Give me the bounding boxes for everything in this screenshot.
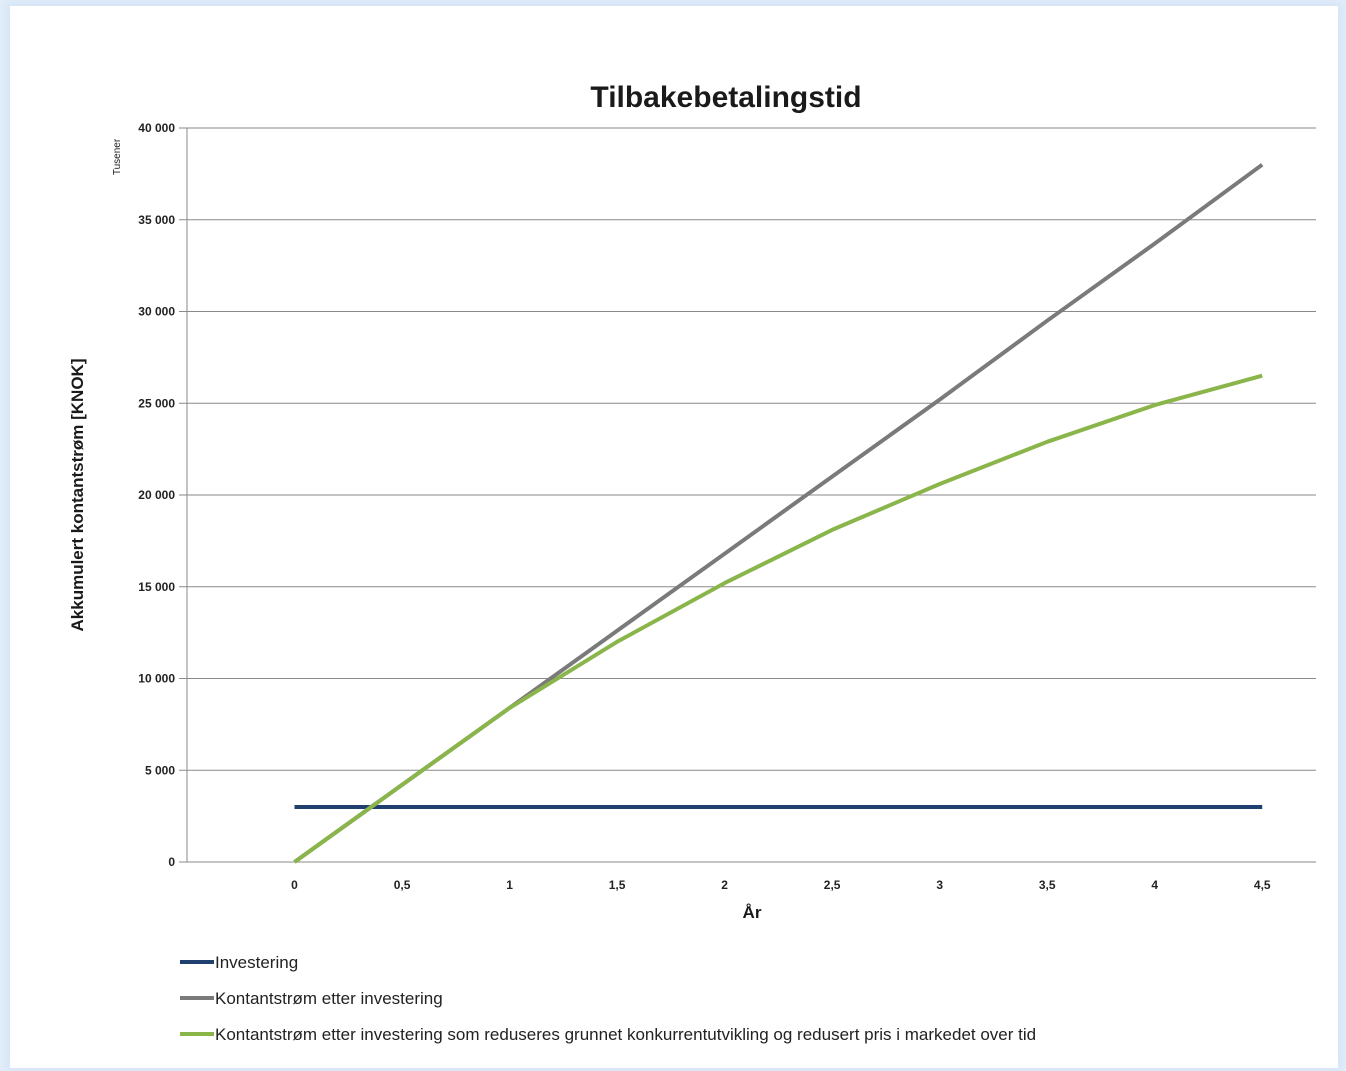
- y-tick-label: 10 000: [138, 672, 175, 686]
- legend: Investering Kontantstrøm etter investerin…: [180, 953, 1036, 1044]
- y-tick-label: 40 000: [138, 121, 175, 135]
- y-unit-label: Tusener: [112, 138, 123, 175]
- y-tick-label: 30 000: [138, 305, 175, 319]
- x-tick-label: 4,5: [1254, 878, 1271, 892]
- y-tick-label: 20 000: [138, 488, 175, 502]
- legend-label: Kontantstrøm etter investering som redus…: [215, 1025, 1036, 1044]
- x-tick-label: 0,5: [394, 878, 411, 892]
- y-tick-label: 25 000: [138, 396, 175, 410]
- x-tick-labels: 0 0,5 1 1,5 2 2,5 3 3,5 4 4,5: [291, 878, 1271, 892]
- x-tick-label: 2,5: [824, 878, 841, 892]
- chart-frame: [10, 6, 1338, 1068]
- legend-label: Kontantstrøm etter investering: [215, 989, 443, 1008]
- y-axis-label: Akkumulert kontantstrøm [KNOK]: [68, 359, 87, 632]
- x-tick-label: 0: [291, 878, 298, 892]
- series-lines: [293, 163, 1264, 864]
- y-tick-label: 35 000: [138, 213, 175, 227]
- y-tick-label: 15 000: [138, 580, 175, 594]
- x-tick-label: 3: [936, 878, 943, 892]
- chart-title: Tilbakebetalingstid: [590, 81, 861, 114]
- x-tick-label: 4: [1151, 878, 1158, 892]
- series-line-3: [293, 373, 1263, 864]
- x-axis-label: År: [743, 903, 762, 922]
- x-tick-label: 1,5: [609, 878, 626, 892]
- y-tick-label: 5 000: [145, 763, 175, 777]
- gridlines: [179, 127, 1316, 863]
- x-tick-label: 3,5: [1039, 878, 1056, 892]
- y-tick-labels: 0 5 000 10 000 15 000 20 000 25 000 30 000 35 0…: [138, 121, 175, 869]
- y-tick-label: 0: [168, 855, 175, 869]
- x-tick-label: 2: [721, 878, 728, 892]
- legend-label: Investering: [215, 953, 298, 972]
- x-tick-label: 1: [506, 878, 513, 892]
